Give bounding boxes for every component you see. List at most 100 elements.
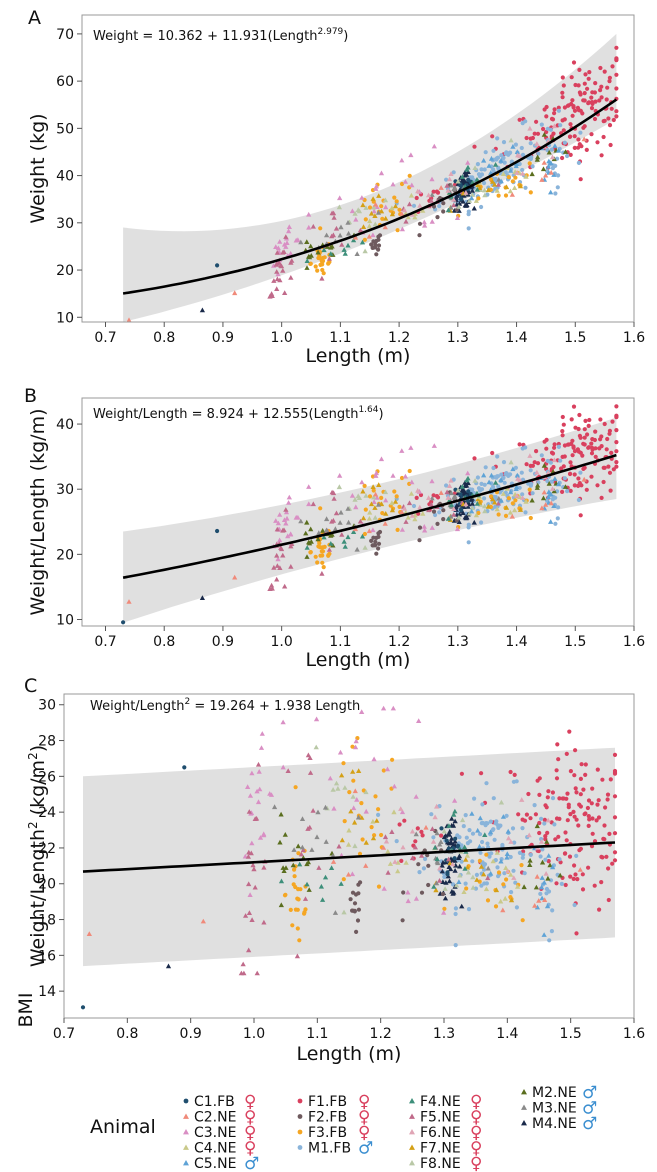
data-point	[401, 505, 408, 511]
data-point	[513, 465, 519, 470]
data-point	[261, 919, 267, 925]
data-point	[517, 494, 523, 499]
data-point	[606, 897, 611, 903]
data-point	[433, 887, 439, 893]
legend-label: F5.NE	[420, 1110, 461, 1126]
data-point	[583, 418, 588, 423]
data-point	[380, 845, 387, 850]
data-point	[80, 1005, 86, 1010]
data-point	[352, 234, 359, 240]
data-point	[521, 884, 527, 890]
data-point	[459, 197, 464, 202]
legend-marker	[183, 1144, 189, 1150]
data-point	[594, 818, 599, 823]
data-point	[399, 157, 405, 163]
data-point	[359, 239, 366, 245]
data-point	[549, 450, 555, 455]
data-point	[607, 75, 613, 80]
data-point	[415, 487, 421, 493]
data-point	[540, 166, 547, 172]
data-point	[519, 863, 524, 868]
data-point	[544, 104, 549, 110]
data-point	[496, 495, 502, 501]
data-point	[496, 870, 502, 875]
y-axis: 10 20 30 40	[56, 417, 82, 628]
data-point	[374, 551, 379, 556]
data-point	[498, 858, 504, 864]
x-tick-label: 1.0	[243, 1026, 265, 1042]
data-point	[510, 144, 516, 149]
data-point	[572, 134, 577, 139]
data-point	[284, 240, 290, 245]
x-tick-label: 1.0	[271, 634, 293, 650]
data-point	[342, 785, 348, 790]
x-tick-label: 0.7	[53, 1026, 75, 1042]
data-point	[376, 884, 382, 889]
data-point	[280, 268, 286, 273]
data-point	[399, 809, 406, 815]
data-point	[506, 175, 511, 180]
data-point	[409, 855, 416, 861]
data-point	[347, 790, 352, 795]
legend-label: M1.FB	[308, 1141, 351, 1157]
data-point	[389, 507, 395, 513]
data-point	[571, 404, 577, 409]
data-point	[539, 453, 544, 458]
data-point	[536, 480, 541, 485]
data-point	[320, 267, 325, 273]
data-point	[333, 225, 340, 231]
data-point	[528, 136, 533, 141]
data-point	[511, 868, 516, 873]
y-tick-label: 20	[56, 263, 74, 279]
data-point	[576, 160, 582, 165]
data-point	[356, 907, 361, 912]
data-point	[467, 828, 472, 833]
data-point	[465, 475, 471, 481]
data-point	[269, 582, 275, 588]
data-point	[529, 497, 535, 503]
x-tick-label: 1.3	[433, 1026, 455, 1042]
data-point	[527, 862, 533, 867]
legend-label: F3.FB	[308, 1125, 347, 1141]
data-point	[333, 510, 340, 516]
data-point	[541, 463, 547, 468]
data-point	[574, 817, 579, 822]
data-point	[523, 119, 528, 124]
data-point	[601, 479, 606, 485]
data-point	[215, 263, 220, 268]
data-point	[527, 161, 532, 166]
data-point	[462, 844, 468, 850]
data-point	[614, 114, 619, 119]
data-point	[551, 172, 557, 177]
data-point	[376, 243, 382, 248]
data-point	[542, 821, 547, 826]
data-point	[584, 487, 589, 492]
data-point	[453, 504, 459, 510]
legend-marker	[521, 1089, 527, 1095]
data-point	[297, 861, 303, 867]
y-tick-label: 60	[56, 74, 74, 90]
data-point	[503, 193, 509, 198]
data-point	[352, 496, 358, 502]
y-tick-label: 20	[38, 877, 56, 893]
data-point	[295, 926, 300, 931]
legend-sex-symbol: ♂	[244, 1154, 259, 1172]
panel-letter: A	[28, 7, 41, 29]
data-point	[369, 538, 374, 544]
data-point	[538, 839, 545, 844]
data-point	[417, 221, 423, 226]
data-point	[593, 81, 598, 86]
data-point	[274, 576, 280, 582]
data-point	[330, 787, 336, 792]
data-point	[352, 843, 358, 849]
data-point	[429, 826, 435, 831]
data-point	[544, 903, 551, 909]
data-point	[512, 507, 518, 513]
data-point	[397, 504, 402, 509]
data-point	[372, 213, 378, 218]
legend-item: M3.NE ♂	[521, 1099, 597, 1119]
data-point	[437, 841, 443, 847]
data-point	[469, 811, 475, 816]
data-point	[543, 803, 548, 808]
legend-marker	[297, 1145, 303, 1150]
